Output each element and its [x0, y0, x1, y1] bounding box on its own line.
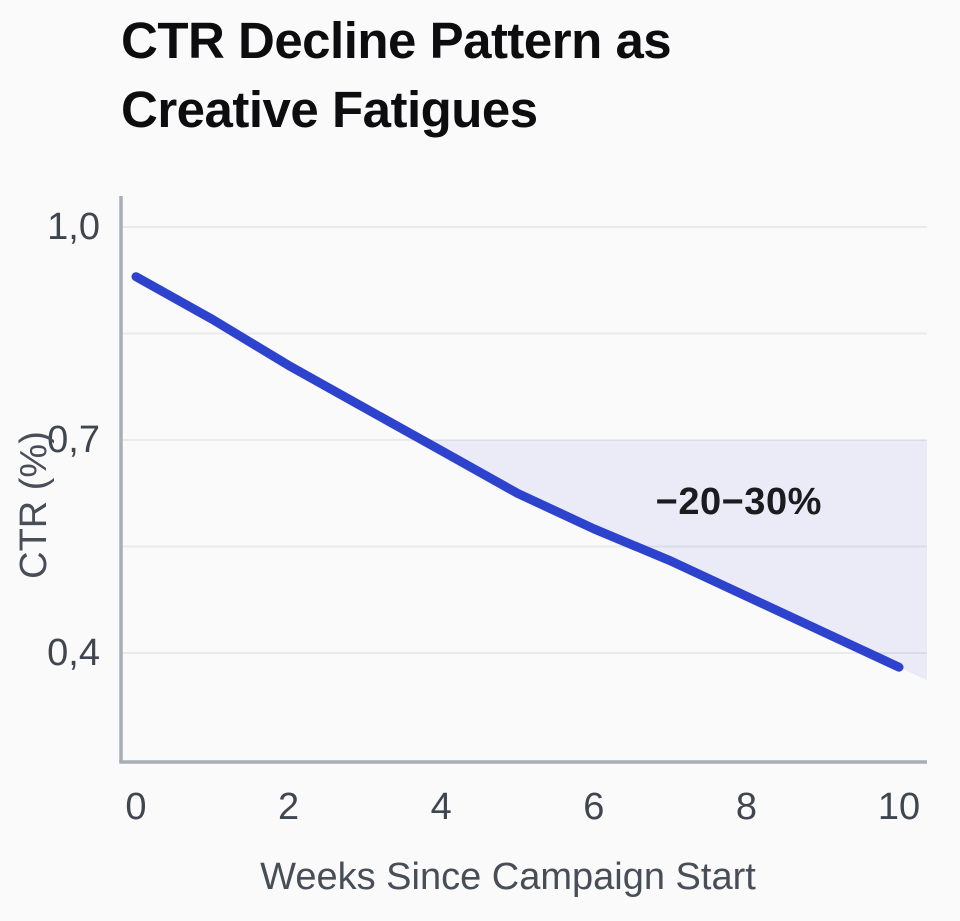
- gridlines-layer: [121, 226, 927, 654]
- x-tick-label: 2: [278, 786, 299, 828]
- x-tick-label: 8: [736, 786, 757, 828]
- chart-title: CTR Decline Pattern as Creative Fatigues: [121, 6, 881, 145]
- axes-layer: [119, 196, 927, 764]
- annotation-layer: −20−30%: [656, 481, 822, 523]
- x-tick-label: 10: [878, 786, 920, 828]
- decline-range-annotation: −20−30%: [656, 481, 822, 523]
- x-tick-label: 4: [431, 786, 452, 828]
- chart-title-line2: Creative Fatigues: [121, 81, 538, 139]
- y-axis-title: CTR (%): [13, 431, 55, 579]
- chart-title-line1: CTR Decline Pattern as: [121, 12, 672, 69]
- x-tick-label: 0: [125, 786, 146, 828]
- series-layer: [131, 272, 904, 672]
- y-tick-label: 0,7: [47, 419, 100, 461]
- y-tick-label: 1,0: [47, 206, 100, 248]
- y-tick-label: 0,4: [47, 632, 100, 674]
- tick-labels-layer: 1,0 0,7 0,4 0 2 4 6 8 10: [47, 206, 920, 828]
- ctr-series-line: [131, 272, 904, 672]
- x-tick-label: 6: [583, 786, 604, 828]
- x-axis-title: Weeks Since Campaign Start: [260, 856, 756, 898]
